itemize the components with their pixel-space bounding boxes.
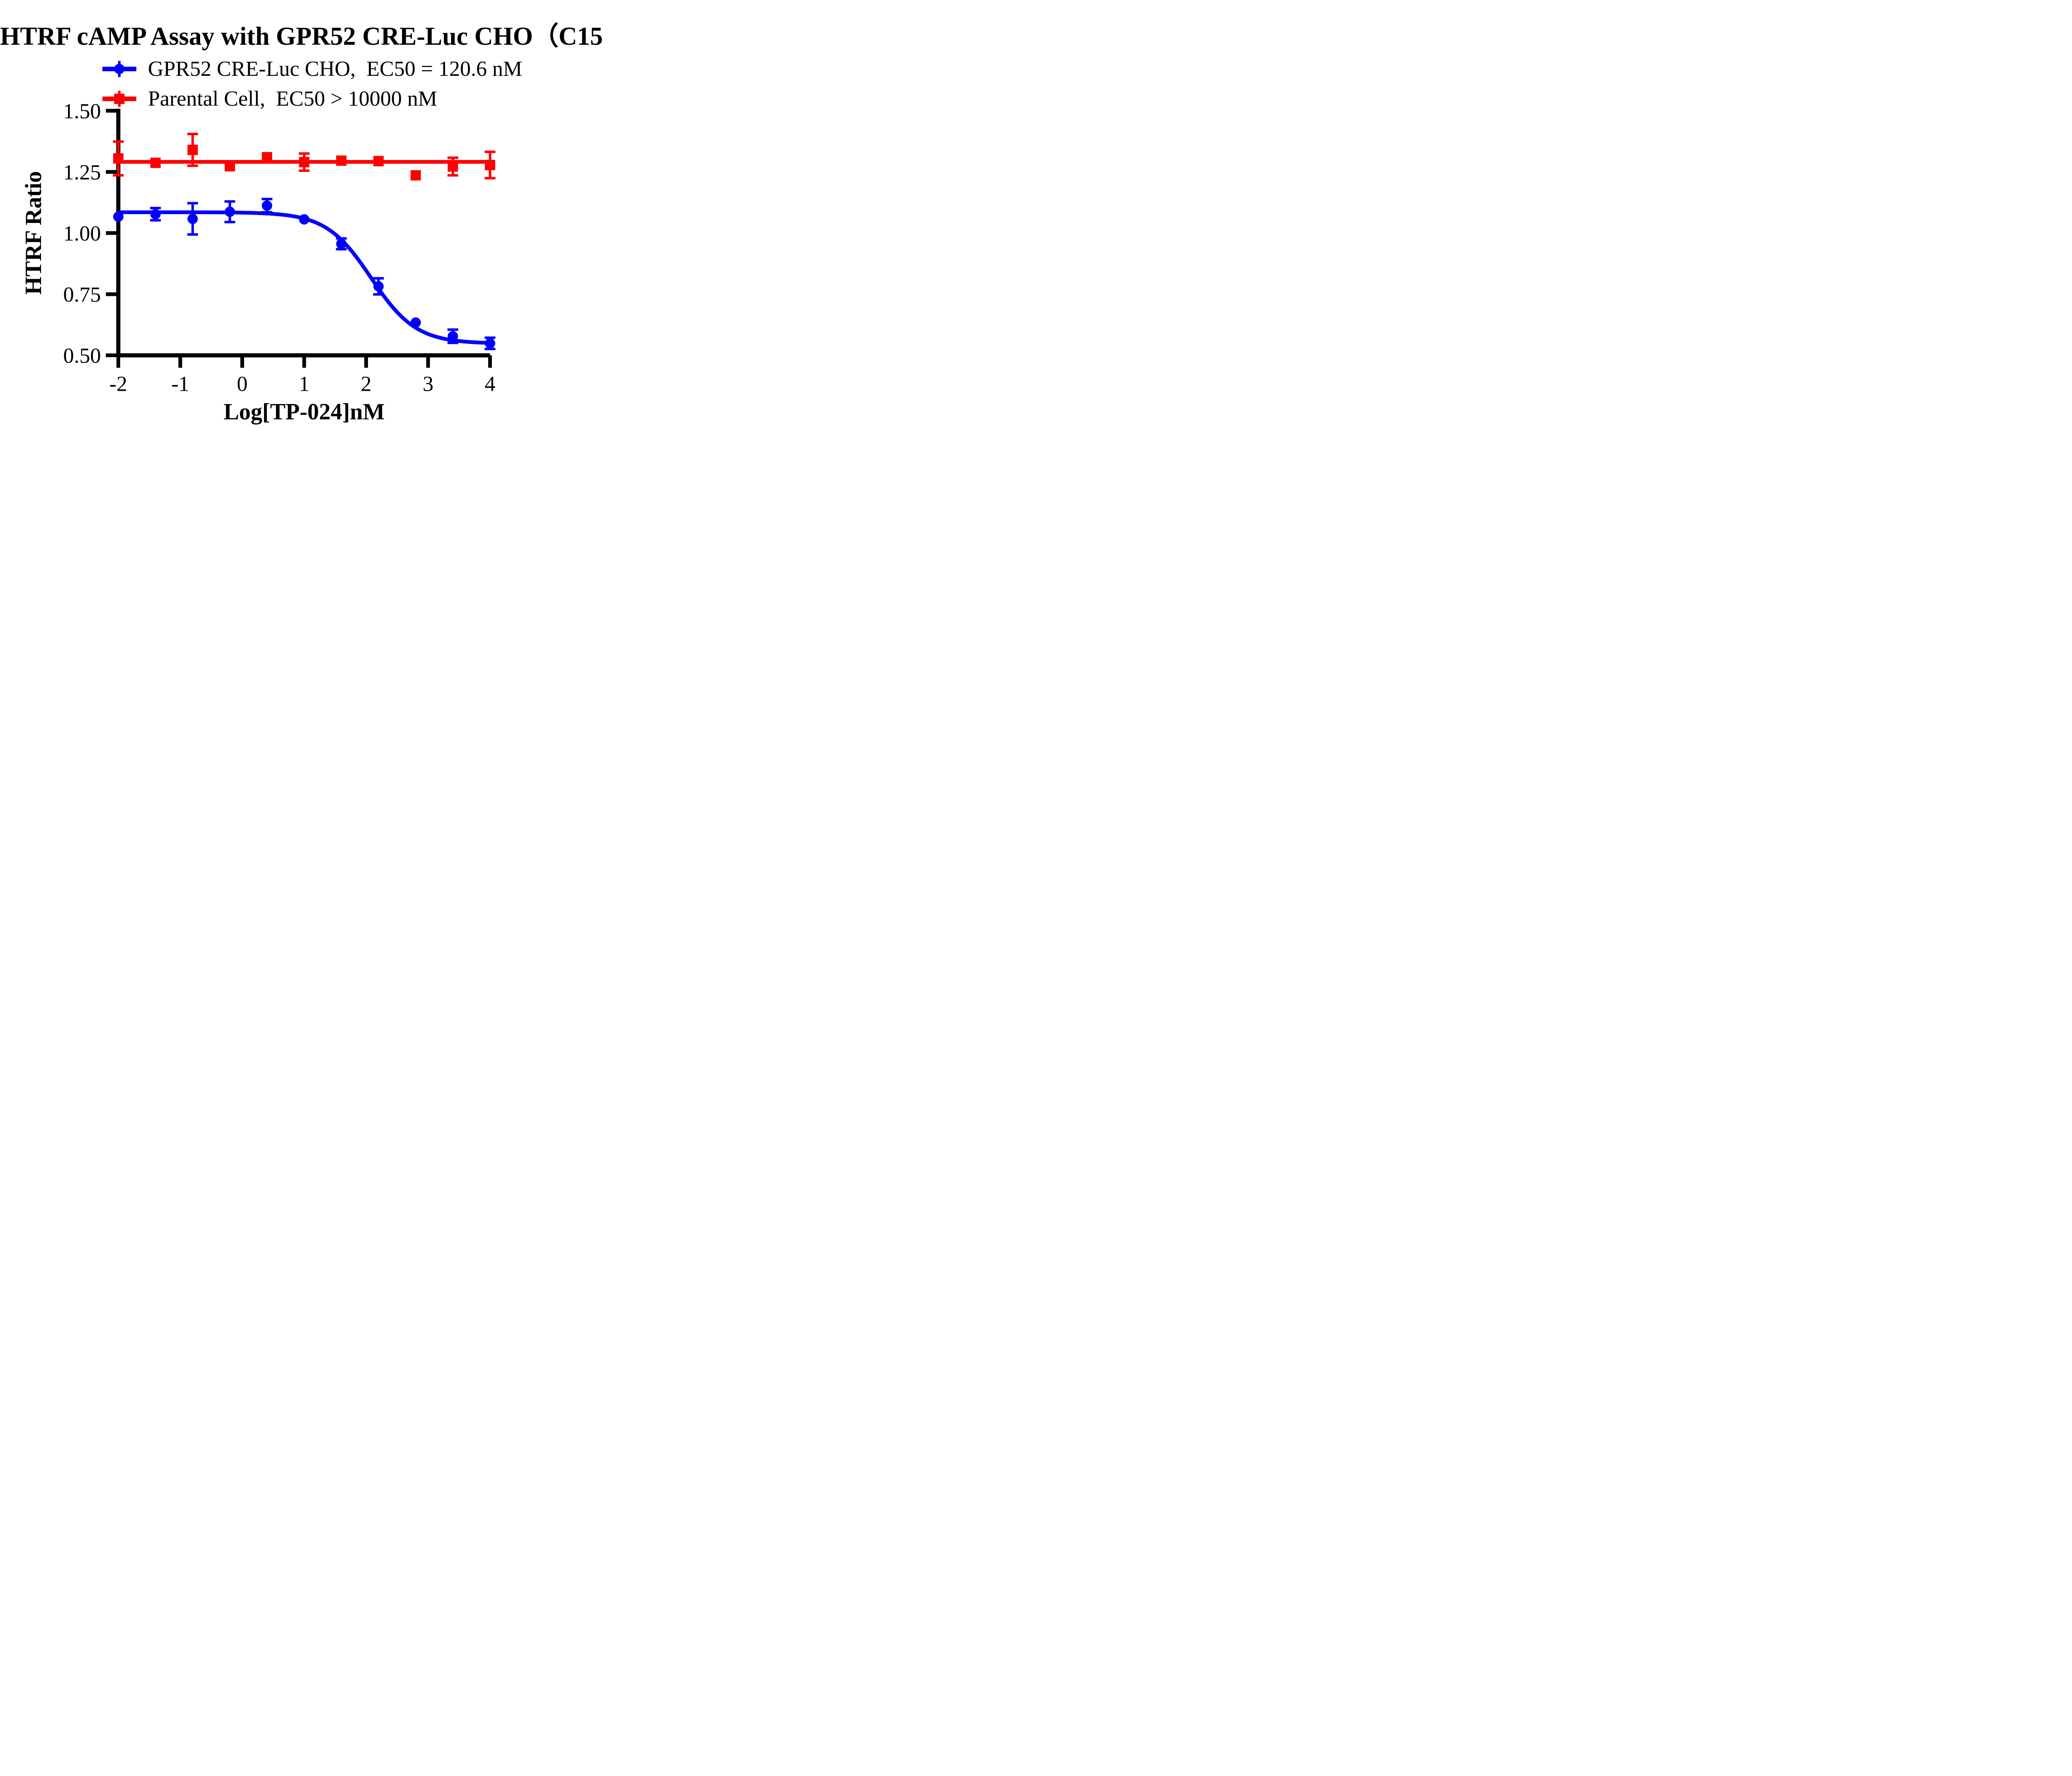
y-tick-label: 1.25 bbox=[63, 161, 101, 184]
x-tick-label: -2 bbox=[109, 373, 127, 396]
data-point-marker bbox=[261, 200, 272, 211]
data-point-marker bbox=[150, 157, 161, 168]
series-gpr52-cre-luc-cho bbox=[113, 198, 496, 351]
data-point-marker bbox=[373, 281, 384, 292]
y-axis-title: HTRF Ratio bbox=[21, 171, 46, 295]
legend-item-gpr52-cho: GPR52 CRE-Luc CHO, EC50 = 120.6 nM bbox=[101, 57, 522, 81]
x-tick-label: 1 bbox=[299, 373, 310, 396]
x-tick-label: 4 bbox=[485, 373, 496, 396]
x-tick-label: -1 bbox=[171, 373, 189, 396]
x-tick-label: 2 bbox=[361, 373, 372, 396]
y-tick-label: 0.75 bbox=[63, 283, 101, 307]
data-point-marker bbox=[187, 213, 198, 224]
data-point-marker bbox=[150, 209, 161, 220]
legend: GPR52 CRE-Luc CHO, EC50 = 120.6 nM Paren… bbox=[101, 57, 522, 117]
y-tick-label: 0.50 bbox=[63, 344, 101, 368]
data-point-marker bbox=[187, 145, 198, 155]
data-point-marker bbox=[299, 157, 310, 167]
data-point-marker bbox=[261, 152, 272, 162]
data-point-marker bbox=[113, 153, 123, 164]
data-point-marker bbox=[336, 155, 347, 166]
x-tick-label: 3 bbox=[423, 373, 433, 396]
chart-title: HTRF cAMP Assay with GPR52 CRE-Luc CHO（C… bbox=[0, 22, 602, 51]
data-point-marker bbox=[410, 170, 421, 181]
x-axis-title: Log[TP-024]nM bbox=[223, 399, 385, 425]
legend-label: Parental Cell, EC50 > 10000 nM bbox=[148, 87, 438, 111]
data-point-marker bbox=[225, 206, 235, 217]
data-point-marker bbox=[410, 317, 421, 328]
figure: HTRF cAMP Assay with GPR52 CRE-Luc CHO（C… bbox=[0, 0, 602, 444]
data-point-marker bbox=[299, 214, 310, 225]
legend-label: GPR52 CRE-Luc CHO, EC50 = 120.6 nM bbox=[148, 57, 523, 81]
y-tick-label: 1.00 bbox=[63, 222, 101, 245]
data-point-marker bbox=[448, 161, 458, 172]
y-tick-label: 1.50 bbox=[63, 99, 101, 123]
fit-curve bbox=[118, 210, 490, 345]
data-point-marker bbox=[485, 160, 495, 170]
data-point-marker bbox=[225, 161, 235, 172]
data-point-marker bbox=[373, 156, 384, 167]
data-point-marker bbox=[336, 238, 347, 249]
x-tick-label: 0 bbox=[237, 373, 248, 396]
legend-item-parental-cell: Parental Cell, EC50 > 10000 nM bbox=[101, 87, 522, 111]
data-point-marker bbox=[485, 338, 495, 349]
data-point-marker bbox=[113, 211, 123, 222]
plot-canvas: 0.50 0.75 1.00 1.25 1.50 -2 -1 0 1 2 3 4 bbox=[63, 99, 496, 396]
y-axis-ticks: 0.50 0.75 1.00 1.25 1.50 bbox=[63, 99, 117, 368]
x-axis-ticks: -2 -1 0 1 2 3 4 bbox=[109, 355, 496, 396]
legend-marker-red-square-icon bbox=[102, 91, 136, 107]
series-parental-cell bbox=[113, 133, 496, 181]
data-point-marker bbox=[448, 331, 458, 341]
axis-frame bbox=[116, 109, 490, 358]
legend-marker-blue-circle-icon bbox=[102, 61, 136, 77]
